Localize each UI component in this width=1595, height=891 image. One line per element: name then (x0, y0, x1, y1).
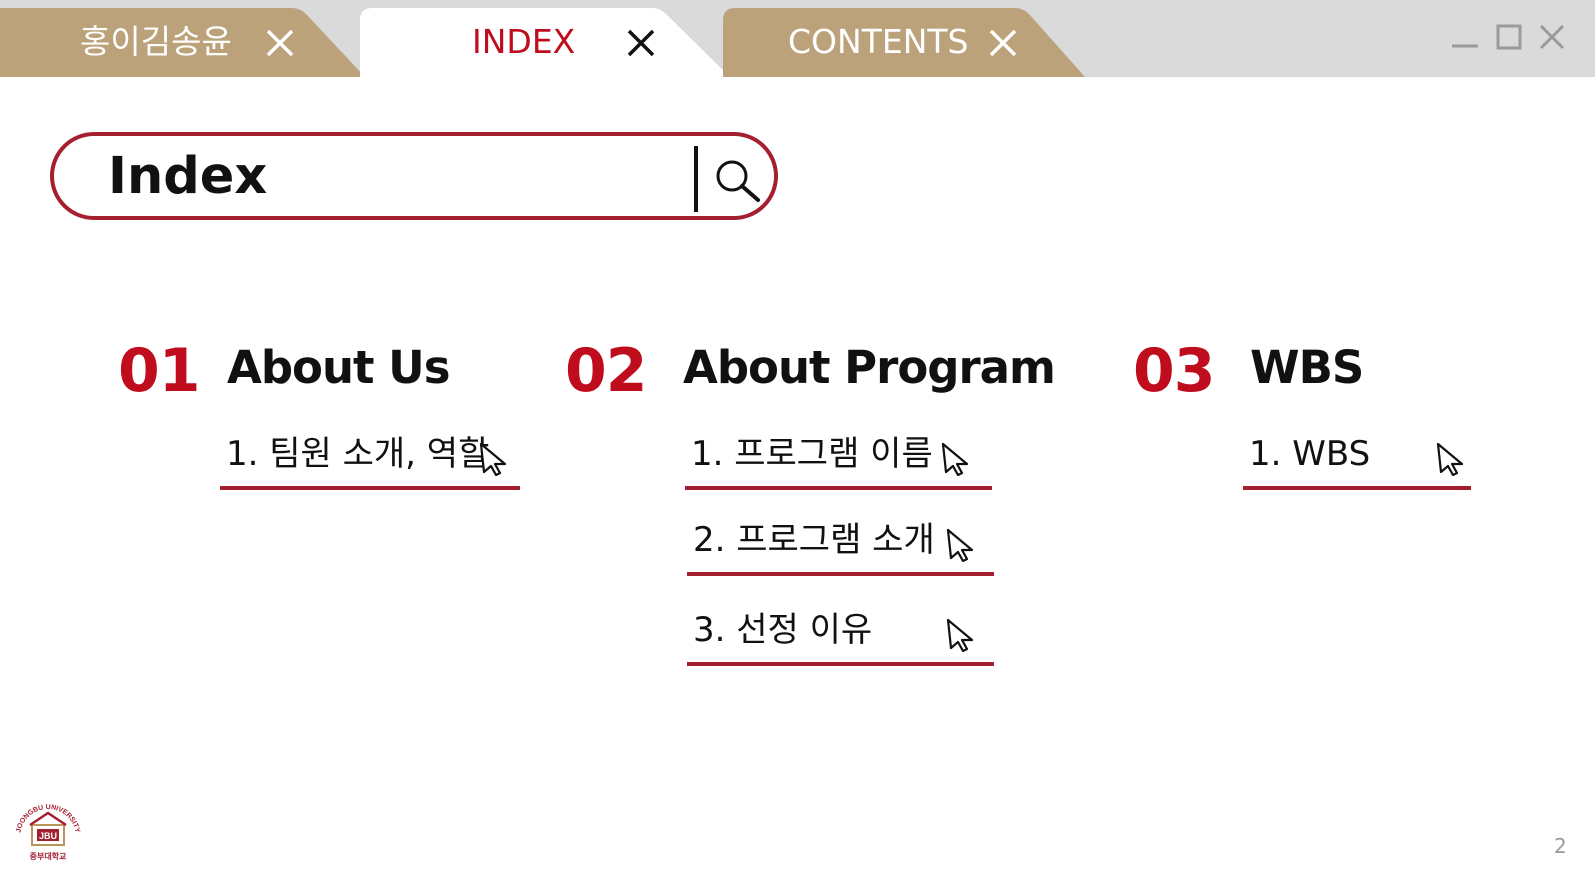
maximize-icon[interactable] (1494, 22, 1524, 52)
tab-label: INDEX (472, 22, 576, 61)
text-cursor (694, 146, 698, 212)
tab-background (723, 8, 1085, 77)
menu-item-wbs[interactable]: 1. WBS (1243, 428, 1471, 490)
close-icon[interactable] (1537, 22, 1567, 52)
item-label: 1. 팀원 소개, 역할 (226, 434, 490, 474)
tab-team[interactable]: 홍이김송윤 (0, 8, 365, 77)
close-icon[interactable] (626, 28, 656, 58)
menu-item-program-name[interactable]: 1. 프로그램 이름 (685, 428, 992, 490)
tab-label: CONTENTS (788, 22, 969, 61)
section-title: About Program (683, 341, 1056, 394)
cursor-icon (479, 442, 507, 476)
tab-background (360, 8, 730, 77)
logo-center-text: JBU (39, 831, 57, 841)
search-value: Index (108, 147, 268, 206)
item-label: 1. 프로그램 이름 (691, 434, 933, 474)
menu-item-selection-reason[interactable]: 3. 선정 이유 (687, 604, 994, 666)
menu-item-program-intro[interactable]: 2. 프로그램 소개 (687, 514, 994, 576)
section-number: 02 (565, 336, 647, 406)
item-label: 2. 프로그램 소개 (693, 520, 935, 560)
section-number: 03 (1133, 336, 1215, 406)
tab-index[interactable]: INDEX (360, 8, 735, 77)
search-icon[interactable] (710, 154, 764, 204)
logo-bottom-text: 중부대학교 (30, 851, 67, 861)
item-label: 3. 선정 이유 (693, 610, 873, 650)
close-icon[interactable] (265, 28, 295, 58)
tab-label: 홍이김송윤 (80, 22, 232, 61)
search-input[interactable]: Index (50, 132, 778, 220)
cursor-icon (1436, 442, 1464, 476)
close-icon[interactable] (988, 28, 1018, 58)
item-label: 1. WBS (1249, 434, 1371, 474)
page-number: 2 (1554, 834, 1567, 858)
section-title: WBS (1250, 341, 1364, 394)
menu-item-team-roles[interactable]: 1. 팀원 소개, 역할 (220, 428, 520, 490)
university-logo: JOONGBU UNIVERSITY JBU 중부대학교 (12, 797, 84, 869)
tab-bar: 홍이김송윤 INDEX CONTENTS (0, 0, 1595, 77)
cursor-icon (946, 618, 974, 652)
tab-contents[interactable]: CONTENTS (723, 8, 1088, 77)
cursor-icon (941, 442, 969, 476)
cursor-icon (946, 528, 974, 562)
section-number: 01 (118, 336, 200, 406)
section-title: About Us (227, 341, 450, 394)
tab-background (0, 8, 365, 77)
minimize-icon[interactable] (1450, 22, 1480, 52)
